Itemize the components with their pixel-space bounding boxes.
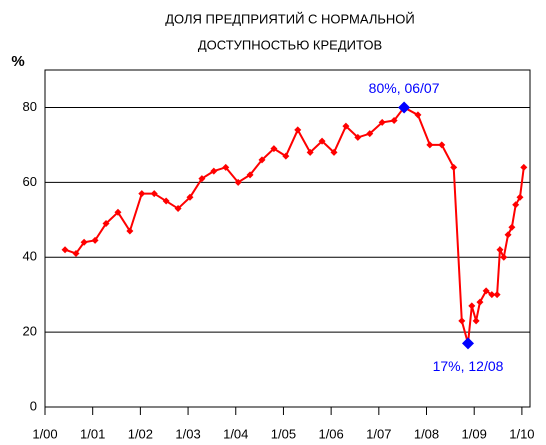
highlight-marker [398,101,411,114]
marker [186,193,194,201]
marker [476,298,484,306]
x-tick-label: 1/09 [462,426,487,441]
marker [468,302,476,310]
marker [72,249,80,257]
x-tick-label: 1/02 [128,426,153,441]
marker [366,130,374,138]
x-tick-label: 1/03 [175,426,200,441]
marker [426,141,434,149]
marker [306,148,314,156]
x-tick-label: 1/10 [509,426,534,441]
marker [458,317,466,325]
x-tick-label: 1/05 [271,426,296,441]
marker [162,197,170,205]
marker [520,163,528,171]
marker [138,190,146,198]
x-tick-label: 1/07 [366,426,391,441]
annotation: 17%, 12/08 [433,358,504,374]
marker [210,167,218,175]
chart-title: ДОЛЯ ПРЕДПРИЯТИЙ С НОРМАЛЬНОЙ [165,11,415,26]
marker [126,227,134,235]
marker [294,126,302,134]
marker [438,141,446,149]
marker [198,175,206,183]
line [64,106,525,344]
x-tick-label: 1/08 [414,426,439,441]
x-tick-label: 1/04 [223,426,248,441]
marker [80,238,88,246]
marker [114,208,122,216]
marker [414,111,422,119]
marker [318,137,326,145]
y-tick-label: 60 [23,174,37,189]
marker [91,236,99,244]
marker [174,205,182,213]
marker [61,246,69,254]
marker [330,148,338,156]
x-tick-label: 1/00 [32,426,57,441]
marker [234,178,242,186]
marker [270,145,278,153]
marker [342,122,350,130]
marker [493,291,501,299]
marker [102,220,110,228]
chart-title: ДОСТУПНОСТЬЮ КРЕДИТОВ [198,37,382,52]
marker [354,133,362,141]
marker [150,190,158,198]
y-tick-label: 0 [30,398,37,413]
marker [390,117,398,125]
marker [482,287,490,295]
marker [450,163,458,171]
highlight-marker [462,337,475,350]
marker [496,246,504,254]
marker [516,193,524,201]
x-tick-label: 1/06 [318,426,343,441]
marker [258,156,266,164]
marker [282,152,290,160]
y-tick-label: 20 [23,324,37,339]
marker [222,163,230,171]
marker [512,201,520,209]
marker [378,118,386,126]
annotation: 80%, 06/07 [369,80,440,96]
marker [504,231,512,239]
x-tick-label: 1/01 [80,426,105,441]
y-tick-label: 40 [23,249,37,264]
marker [246,171,254,179]
marker [472,317,480,325]
marker [508,223,516,231]
marker [488,291,496,299]
marker [500,253,508,261]
y-tick-label: 80 [23,99,37,114]
y-axis-label: % [11,53,24,70]
